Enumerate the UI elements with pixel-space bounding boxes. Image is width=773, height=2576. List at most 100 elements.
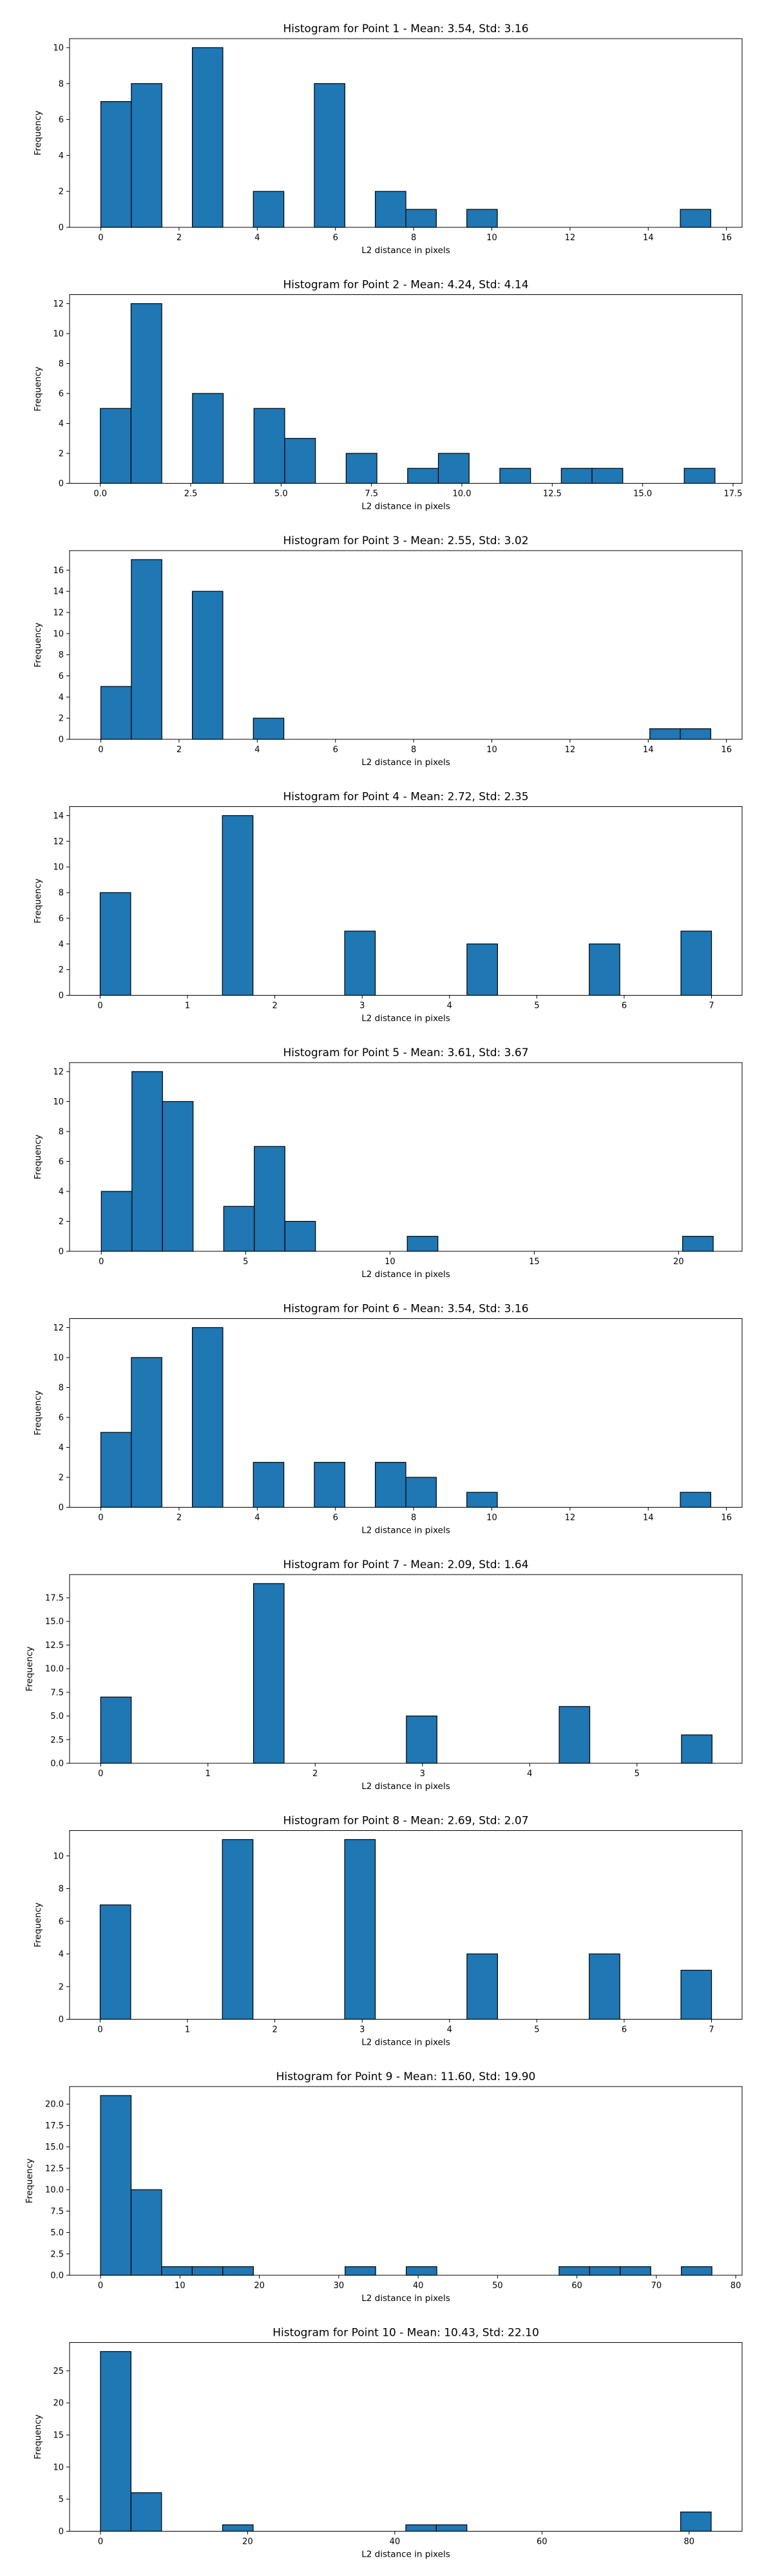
x-tick-label: 12 [565,233,576,243]
y-tick-label: 2.5 [50,2249,64,2259]
histogram-bar [191,47,224,228]
histogram-bar [680,728,712,740]
x-axis-label: L2 distance in pixels [361,245,450,256]
y-tick-label: 14 [53,587,64,597]
y-tick-label: 8 [59,889,64,898]
x-tick-label: 3 [420,1769,425,1779]
chart-panel: Histogram for Point 6 - Mean: 3.54, Std:… [33,1303,743,1536]
y-tick-label: 8 [59,1884,64,1894]
y-tick-label: 14 [53,811,64,821]
histogram-bar [222,2524,254,2532]
y-tick-label: 2 [59,714,64,724]
histogram-bar [682,1236,714,1252]
y-axis-label: Frequency [33,111,43,156]
histogram-bar [222,2266,254,2276]
histogram-bar [99,892,131,996]
histogram-bar [435,2524,468,2532]
x-tick-label: 2 [177,1513,182,1523]
histogram-bar [131,1071,163,1252]
chart-title: Histogram for Point 4 - Mean: 2.72, Std:… [283,791,528,804]
histogram-bar [192,393,224,484]
x-tick-label: 7 [709,2025,714,2035]
x-tick-label: 60 [571,2281,582,2291]
x-tick-label: 6 [333,1513,338,1523]
histogram-bar [681,1734,712,1764]
histogram-bar [253,191,285,228]
x-tick-label: 5 [635,1769,640,1779]
y-tick-label: 0 [59,223,64,233]
x-tick-label: 4 [447,2025,452,2035]
y-axis-label: Frequency [33,878,43,923]
x-tick-label: 20 [254,2281,265,2291]
y-tick-label: 15.0 [45,1617,64,1627]
x-tick-label: 80 [730,2281,741,2291]
chart-title: Histogram for Point 8 - Mean: 2.69, Std:… [283,1815,528,1828]
y-tick-label: 7.5 [50,1688,64,1698]
histogram-bar [466,1492,498,1508]
y-tick-label: 12 [53,837,64,847]
x-tick-label: 12 [565,745,576,755]
y-tick-label: 2 [59,1473,64,1482]
histogram-bar [405,209,437,228]
histogram-bar [131,559,162,740]
y-tick-label: 6 [59,389,64,399]
x-tick-label: 40 [413,2281,424,2291]
y-tick-label: 0 [59,735,64,745]
y-axis-label: Frequency [24,1647,35,1692]
x-axis-label: L2 distance in pixels [361,757,450,768]
y-axis-label: Frequency [33,623,43,668]
histogram-bar [680,2512,712,2532]
histogram-bar [683,468,716,484]
axes-frame [69,1318,743,1508]
x-tick-label: 15.0 [633,489,652,499]
histogram-bar [405,1477,437,1508]
x-tick-label: 20 [242,2537,253,2547]
y-tick-label: 10.0 [45,2186,64,2195]
chart-panel: Histogram for Point 4 - Mean: 2.72, Std:… [33,791,743,1024]
x-tick-label: 10 [385,1257,396,1267]
x-tick-label: 2 [272,2025,277,2035]
y-tick-label: 4 [59,151,64,161]
y-tick-label: 4 [59,419,64,429]
axes-frame [69,38,743,228]
y-tick-label: 8 [59,1383,64,1393]
y-tick-label: 5 [59,2495,64,2505]
x-axis-label: L2 distance in pixels [361,2550,450,2560]
chart-panel: Histogram for Point 10 - Mean: 10.43, St… [33,2327,743,2560]
y-tick-label: 20.0 [45,2100,64,2110]
y-tick-label: 4 [59,940,64,949]
histogram-bar [680,1969,712,2020]
x-tick-label: 1 [185,1001,190,1011]
y-tick-label: 17.5 [45,2121,64,2131]
x-tick-label: 4 [254,233,260,243]
histogram-bar [680,209,712,228]
x-tick-label: 17.5 [723,489,742,499]
histogram-bar [130,2189,162,2276]
y-axis-label: Frequency [33,1135,43,1180]
y-tick-label: 2 [59,187,64,197]
x-axis-label: L2 distance in pixels [361,1014,450,1024]
y-tick-label: 10.0 [45,1665,64,1674]
axes-frame [69,1062,743,1252]
histogram-bar [100,101,132,228]
x-tick-label: 16 [721,745,732,755]
histogram-bar [191,2266,224,2276]
y-tick-label: 0 [59,2527,64,2537]
x-tick-label: 8 [411,1513,416,1523]
y-tick-label: 6 [59,1917,64,1927]
histogram-bar [589,1953,620,2020]
histogram-bar [406,2266,437,2276]
y-tick-label: 4 [59,693,64,703]
y-axis-label: Frequency [33,1902,43,1947]
axes-frame [69,806,743,996]
histogram-bar [314,83,345,228]
histogram-bar [131,1357,162,1508]
x-tick-label: 40 [390,2537,401,2547]
chart-title: Histogram for Point 6 - Mean: 3.54, Std:… [283,1303,528,1316]
x-tick-label: 5.0 [274,489,288,499]
histogram-bar [253,1583,285,1764]
y-tick-label: 2 [59,1217,64,1227]
y-tick-label: 6 [59,1413,64,1423]
x-tick-label: 2 [272,1001,277,1011]
